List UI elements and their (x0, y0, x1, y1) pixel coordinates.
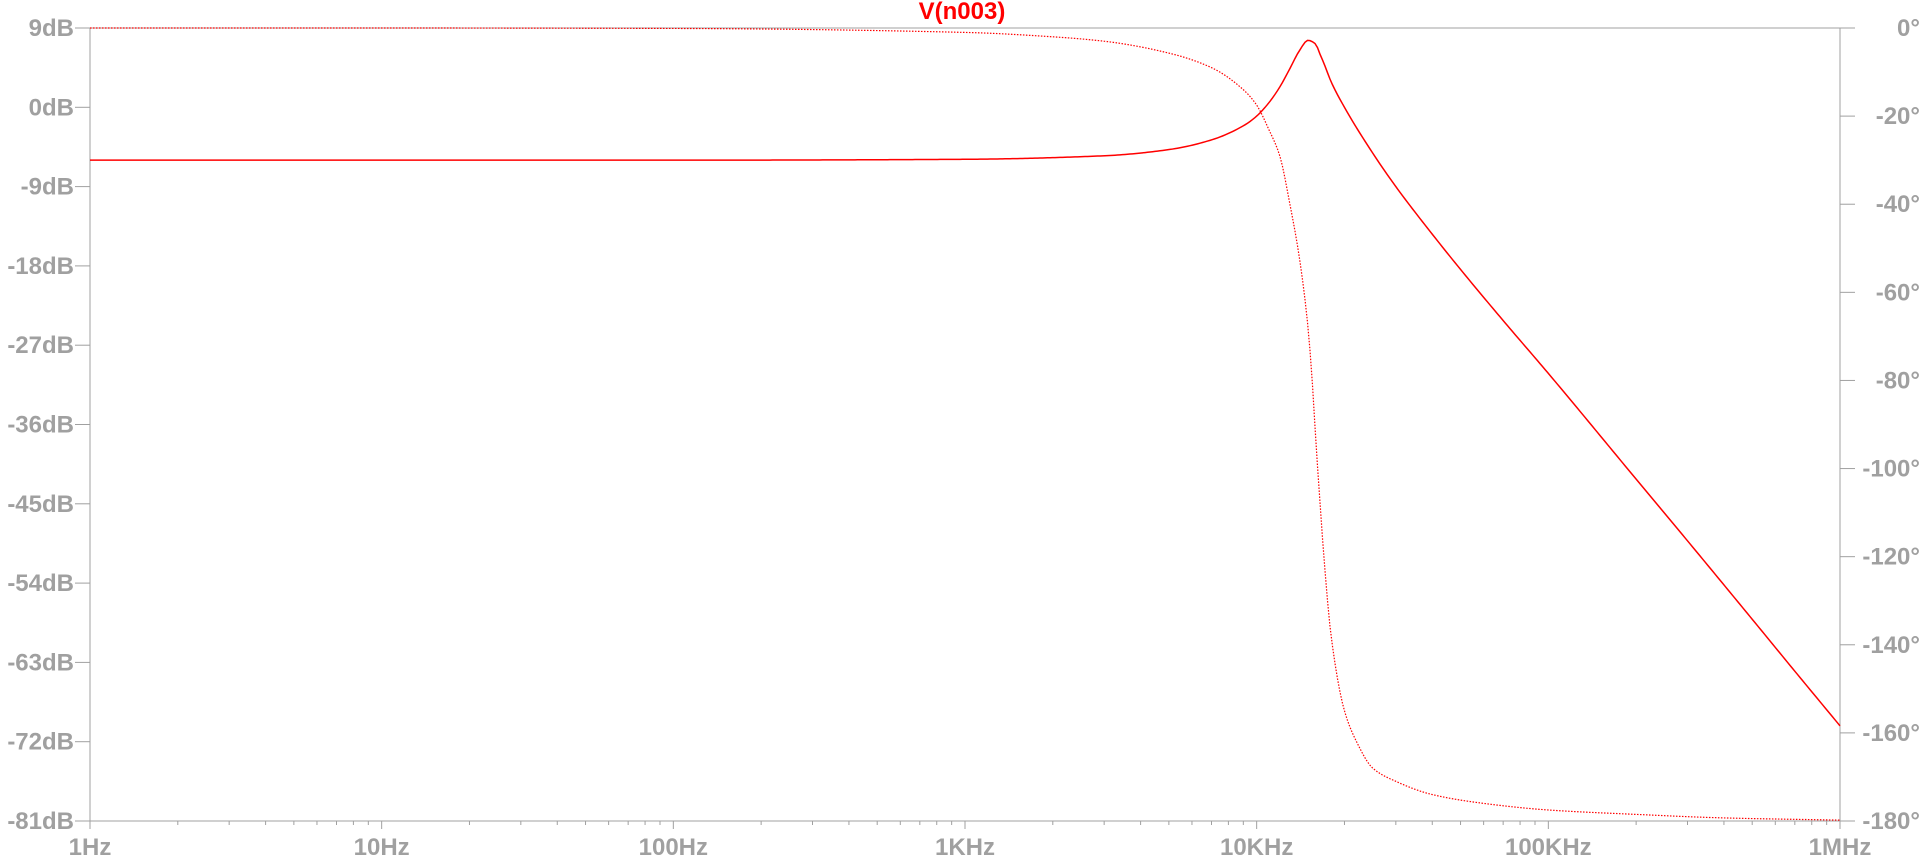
magnitude-tick-label: 9dB (29, 15, 74, 42)
magnitude-trace (90, 39, 1841, 727)
x-tick-label: 100Hz (639, 834, 708, 861)
magnitude-tick-label: -36dB (7, 412, 74, 439)
phase-tick-label: -160° (1862, 720, 1920, 747)
phase-tick-label: -20° (1876, 103, 1920, 130)
magnitude-tick-label: -81dB (7, 808, 74, 835)
plot-frame (89, 27, 1841, 822)
phase-tick-label: -60° (1876, 279, 1920, 306)
magnitude-axis: 9dB 0dB -9dB -18dB -27dB -36dB -45dB -54dB -63dB… (7, 15, 90, 835)
phase-tick-label: -140° (1862, 632, 1920, 659)
traces (90, 27, 1841, 821)
magnitude-tick-label: -9dB (21, 174, 74, 201)
phase-tick-label: 0° (1897, 15, 1920, 42)
magnitude-tick-label: -63dB (7, 649, 74, 676)
phase-tick-label: -100° (1862, 456, 1920, 483)
x-tick-label: 1KHz (935, 834, 995, 861)
x-tick-label: 10Hz (354, 834, 410, 861)
magnitude-tick-label: -27dB (7, 332, 74, 359)
phase-trace (90, 27, 1841, 821)
magnitude-tick-label: -45dB (7, 491, 74, 518)
phase-axis: 0° -20° -40° -60° -80° -100° -120° -140° -160° -1… (1840, 15, 1920, 835)
phase-tick-label: -180° (1862, 808, 1920, 835)
trace-title: V(n003) (919, 0, 1006, 25)
phase-tick-label: -80° (1876, 367, 1920, 394)
magnitude-tick-label: 0dB (29, 94, 74, 121)
x-tick-label: 1MHz (1809, 834, 1872, 861)
x-tick-label: 10KHz (1220, 834, 1293, 861)
magnitude-tick-label: -18dB (7, 253, 74, 280)
x-axis: 1Hz 10Hz 100Hz 1KHz 10KHz 100KHz 1MHz (69, 821, 1872, 861)
magnitude-tick-label: -54dB (7, 570, 74, 597)
x-tick-label: 1Hz (69, 834, 112, 861)
phase-tick-label: -120° (1862, 544, 1920, 571)
x-tick-label: 100KHz (1505, 834, 1592, 861)
magnitude-tick-label: -72dB (7, 729, 74, 756)
phase-tick-label: -40° (1876, 191, 1920, 218)
